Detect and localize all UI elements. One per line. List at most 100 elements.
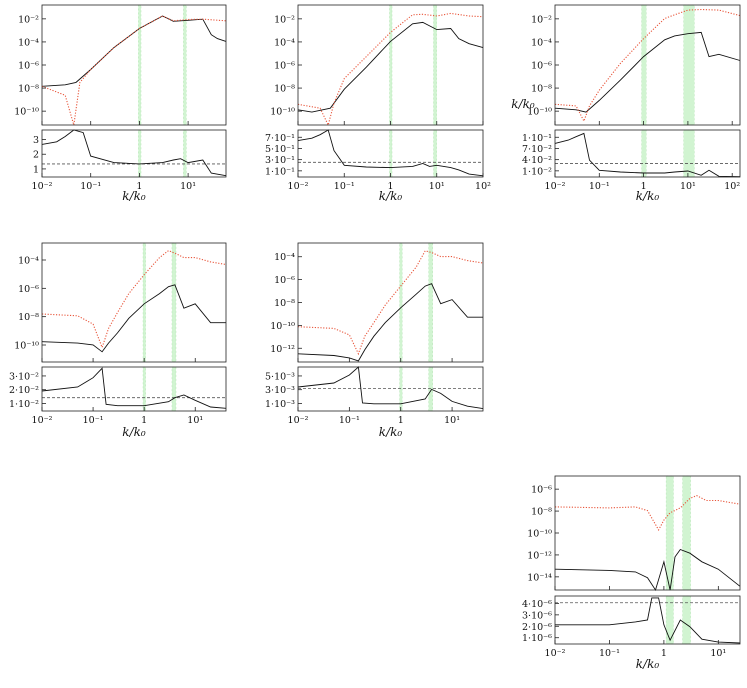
band-1-top (171, 242, 177, 363)
dotted-series-line (297, 12, 484, 127)
y-tick-label: 10⁻² (531, 14, 552, 25)
ratio-plot-frame (554, 595, 741, 645)
y-tick-label: 10⁻⁸ (18, 84, 39, 95)
y-axis-label: k/k₀ (511, 97, 535, 111)
ratio-y-tick-label: 1·10⁻² (9, 399, 39, 410)
dotted-series-line (41, 15, 227, 126)
y-tick-label: 10⁻¹⁰ (270, 107, 295, 118)
top-plot-frame (554, 475, 741, 591)
x-tick-label: 10² (724, 181, 740, 192)
x-tick-label: 10⁻² (545, 181, 566, 192)
ratio-series-line (297, 366, 484, 410)
y-tick-label: 10⁻⁴ (274, 252, 295, 263)
ratio-y-tick-label: 3 (33, 135, 39, 146)
band-0-ratio (641, 129, 647, 178)
y-tick-label: 10⁻⁶ (18, 61, 39, 72)
y-tick-label: 10⁻¹² (527, 550, 552, 561)
x-tick-label: 10⁻¹ (589, 181, 610, 192)
ratio-y-tick-label: 1 (33, 164, 39, 175)
ratio-series-line (554, 132, 741, 178)
x-tick-label: 10⁻² (288, 415, 309, 426)
dotted-series-line (554, 8, 741, 123)
ratio-y-tick-label: 1·10⁻¹ (522, 133, 552, 144)
band-1-top (433, 4, 437, 126)
band-1-ratio (683, 129, 695, 178)
x-tick-label: 10⁻² (32, 415, 53, 426)
solid-series-line (554, 548, 741, 592)
y-tick-label: 10⁻¹⁰ (527, 529, 552, 540)
dotted-series-line (554, 494, 741, 532)
panel-row2-col2: 10⁻¹² 10⁻¹⁰ 10⁻⁸ 10⁻⁶ 10⁻⁴ 1·10⁻³ 3·10⁻³ 5·10⁻³… (265, 242, 484, 439)
y-tick-label: 10⁻¹⁰ (14, 341, 39, 352)
y-tick-label: 10⁻² (18, 14, 39, 25)
band-0-top (142, 242, 146, 363)
ratio-y-tick-label: 5·10⁻³ (265, 371, 295, 382)
x-tick-label: 10⁻² (288, 181, 309, 192)
band-0-top (641, 4, 647, 126)
y-tick-label: 10⁻¹⁴ (527, 572, 552, 583)
x-axis-label: k/k₀ (379, 425, 403, 439)
x-tick-label: 10⁻¹ (334, 181, 355, 192)
band-0-ratio (142, 366, 146, 412)
panel-row3-col3: 10⁻¹⁴ 10⁻¹² 10⁻¹⁰ 10⁻⁸ 10⁻⁶ 1·10⁻⁶2·10⁻⁶3·10⁻… (522, 475, 741, 671)
dotted-series-line (41, 249, 227, 350)
x-axis-label: k/k₀ (122, 189, 146, 203)
ratio-y-tick-label: 7·10⁻¹ (265, 133, 295, 144)
x-tick-label: 10¹ (187, 415, 203, 426)
x-tick-label: 10⁻¹ (80, 181, 101, 192)
x-tick-label: 1 (661, 648, 667, 659)
top-plot-frame (41, 242, 227, 363)
y-tick-label: 10⁻⁸ (531, 84, 552, 95)
ratio-series-line (41, 129, 227, 177)
band-0-top (399, 242, 403, 363)
x-tick-label: 10¹ (444, 415, 460, 426)
ratio-y-tick-label: 7·10⁻² (522, 144, 552, 155)
solid-series-line (41, 284, 226, 353)
ratio-y-tick-label: 3·10⁻¹ (265, 155, 295, 166)
ratio-y-tick-label: 4·10⁻² (522, 155, 552, 166)
y-tick-label: 10⁻⁶ (274, 275, 295, 286)
y-tick-label: 10⁻⁶ (531, 61, 552, 72)
ratio-plot-frame (554, 129, 741, 178)
x-tick-label: 10¹ (680, 181, 696, 192)
y-tick-label: 10⁻² (274, 14, 295, 25)
x-axis-label: k/k₀ (636, 657, 660, 671)
ratio-plot-frame (297, 366, 484, 412)
y-tick-label: 10⁻⁴ (18, 256, 39, 267)
y-tick-label: 10⁻¹² (270, 344, 295, 355)
x-tick-label: 10⁻¹ (83, 415, 104, 426)
top-plot-frame (554, 4, 741, 126)
x-tick-label: 10¹ (710, 648, 726, 659)
y-tick-label: 10⁻⁴ (531, 37, 552, 48)
x-tick-label: 10⁻¹ (599, 648, 620, 659)
solid-series-line (41, 15, 227, 87)
band-0-top (138, 4, 142, 126)
top-plot-frame (41, 4, 227, 126)
panel-row2-col1: 10⁻¹⁰ 10⁻⁸ 10⁻⁶ 10⁻⁴ 1·10⁻² 2·10⁻² 3·10⁻² 10⁻² 1… (9, 242, 227, 439)
x-tick-label: 10⁻² (32, 181, 53, 192)
y-tick-label: 10⁻¹⁰ (527, 107, 552, 118)
y-tick-label: 10⁻⁶ (531, 485, 552, 496)
x-tick-label: 1 (398, 415, 404, 426)
panel-row1-col2: 10⁻¹⁰ 10⁻⁸ 10⁻⁶ 10⁻⁴ 10⁻² 1·10⁻¹3·10⁻¹5·10⁻¹7… (265, 4, 491, 203)
x-tick-label: 1 (141, 415, 147, 426)
y-tick-label: 10⁻⁸ (274, 298, 295, 309)
solid-series-line (554, 31, 741, 113)
ratio-y-tick-label: 4·10⁻⁶ (522, 599, 552, 610)
ratio-y-tick-label: 2 (33, 150, 39, 161)
x-tick-label: 10¹ (429, 181, 445, 192)
top-plot-frame (297, 242, 484, 363)
x-axis-label: k/k₀ (379, 189, 403, 203)
band-1-ratio (682, 595, 691, 645)
x-tick-label: 1 (641, 181, 647, 192)
ratio-y-tick-label: 1·10⁻⁶ (522, 633, 552, 644)
ratio-y-tick-label: 3·10⁻⁶ (522, 610, 552, 621)
solid-series-line (297, 21, 484, 113)
band-0-ratio (665, 595, 674, 645)
band-1-top (682, 475, 691, 591)
band-1-top (428, 242, 433, 363)
x-tick-label: 1 (136, 181, 142, 192)
ratio-y-tick-label: 3·10⁻² (9, 371, 39, 382)
ratio-series-line (555, 597, 741, 644)
